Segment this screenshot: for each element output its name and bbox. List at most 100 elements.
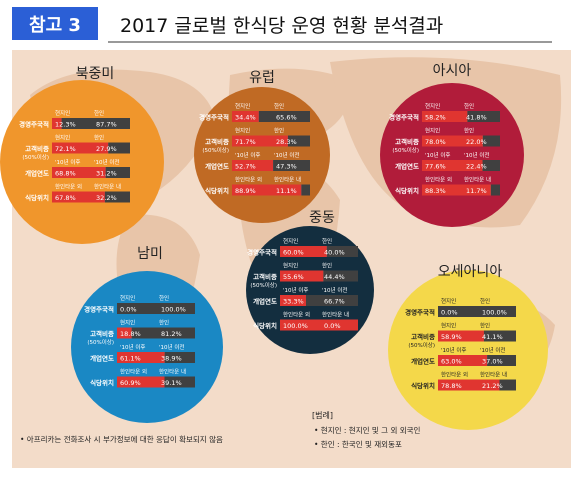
row-sublabel: (50%이상) [408, 341, 435, 349]
row-sublabel: (50%이상) [250, 281, 277, 289]
row-header-left: '10년 이후 [55, 158, 80, 166]
bar-segment-right [164, 352, 195, 363]
row-header-left: '10년 이후 [235, 151, 260, 159]
bar-value-right: 47.3% [276, 163, 297, 171]
row-label: 고객비중 [395, 137, 419, 146]
row-header-left: 현지인 [425, 102, 440, 110]
row-header-left: 현지인 [441, 322, 456, 330]
bar-value-left: 0.0% [120, 306, 137, 314]
bar-value-right: 44.4% [324, 273, 345, 281]
row-label: 고객비중 [205, 137, 229, 146]
bar-segment-left [422, 135, 483, 147]
bar-value-left: 71.7% [235, 138, 256, 146]
bar-value-right: 37.0% [482, 358, 503, 366]
row-label: 식당위치 [411, 381, 435, 390]
bar-segment-right [305, 295, 358, 306]
row-header-left: 현지인 [283, 262, 298, 270]
bar-value-right: 27.9% [96, 145, 117, 153]
bar-value-left: 58.9% [441, 333, 462, 341]
bar-value-left: 58.2% [425, 114, 446, 122]
row-header-right: '10년 이전 [94, 158, 119, 166]
row-label: 경영주국적 [199, 113, 229, 122]
bar-segment-left [232, 160, 274, 171]
row-header-right: 한인 [322, 238, 332, 245]
bar-segment-right [287, 135, 310, 147]
row-header-left: 현지인 [441, 297, 456, 305]
row-header-right: 한인 [480, 323, 490, 330]
row-header-left: 현지인 [283, 237, 298, 245]
bar-value-left: 88.9% [235, 187, 256, 195]
bar-value-left: 88.3% [425, 187, 446, 195]
row-header-right: 한인타운 내 [480, 371, 507, 379]
bar-value-left: 78.8% [441, 382, 462, 390]
legend-item-local: • 현지인 : 현지인 및 그 외 외국인 [314, 425, 421, 435]
row-header-right: 한인 [274, 103, 284, 110]
region-title: 오세아니아 [438, 264, 503, 280]
row-label: 개업연도 [395, 162, 419, 171]
row-header-left: 한인타운 외 [283, 311, 310, 319]
row-header-left: '10년 이후 [120, 343, 145, 351]
header-badge-label: 참고 3 [29, 15, 81, 36]
bar-segment-right [105, 167, 130, 178]
bar-segment-right [164, 376, 195, 388]
row-header-right: '10년 이전 [274, 151, 299, 159]
row-label: 식당위치 [205, 186, 229, 195]
row-sublabel: (50%이상) [202, 146, 229, 154]
bar-value-left: 68.8% [55, 170, 76, 178]
bar-segment-right [117, 303, 195, 314]
row-header-left: '10년 이후 [283, 286, 308, 294]
bar-value-left: 60.9% [120, 379, 141, 387]
region-title: 북중미 [76, 66, 115, 82]
bar-value-left: 61.1% [120, 355, 141, 363]
bar-value-right: 32.2% [96, 194, 117, 202]
bar-value-right: 28.3% [276, 138, 297, 146]
bar-value-right: 21.2% [482, 382, 503, 390]
bar-segment-right [323, 270, 358, 282]
bar-segment-right [61, 118, 130, 129]
bar-segment-right [483, 330, 516, 342]
region-circle [71, 271, 223, 423]
bar-value-left: 72.1% [55, 145, 76, 153]
row-header-left: 현지인 [55, 109, 70, 117]
row-sublabel: (50%이상) [392, 146, 419, 154]
bar-segment-right [487, 355, 516, 366]
row-header-left: 현지인 [235, 102, 250, 110]
page-title: 2017 글로벌 한식당 운영 현황 분석결과 [120, 15, 443, 37]
bar-segment-left [232, 184, 302, 196]
row-header-right: 한인 [159, 320, 169, 327]
region-title: 아시아 [433, 63, 472, 79]
bar-segment-left [117, 327, 132, 339]
region-circle [194, 87, 330, 223]
legend-title: [범례] [312, 410, 333, 420]
region-title: 중동 [309, 210, 335, 226]
bar-segment-right [108, 142, 130, 154]
row-header-left: 현지인 [425, 127, 440, 135]
bar-value-right: 41.1% [482, 333, 503, 341]
row-label: 고객비중 [411, 332, 435, 341]
row-header-right: 한인타운 내 [464, 176, 491, 184]
row-header-left: 한인타운 외 [235, 176, 262, 184]
row-header-right: 한인 [94, 110, 104, 117]
bar-value-left: 0.0% [441, 309, 458, 317]
bar-segment-left [280, 246, 327, 257]
bar-value-right: 0.0% [324, 322, 341, 330]
bar-value-left: 67.8% [55, 194, 76, 202]
row-header-right: 한인타운 내 [322, 311, 349, 319]
bar-segment-left [280, 319, 358, 331]
bar-value-right: 39.1% [161, 379, 182, 387]
bar-value-left: 100.0% [283, 322, 308, 330]
bar-segment-left [438, 355, 488, 366]
bar-segment-left [52, 167, 106, 178]
row-label: 개업연도 [90, 354, 114, 363]
row-sublabel: (50%이상) [87, 338, 114, 346]
row-header-right: 한인 [94, 135, 104, 142]
bar-segment-right [258, 111, 310, 122]
row-label: 경영주국적 [247, 248, 277, 257]
bar-value-right: 81.2% [161, 330, 182, 338]
